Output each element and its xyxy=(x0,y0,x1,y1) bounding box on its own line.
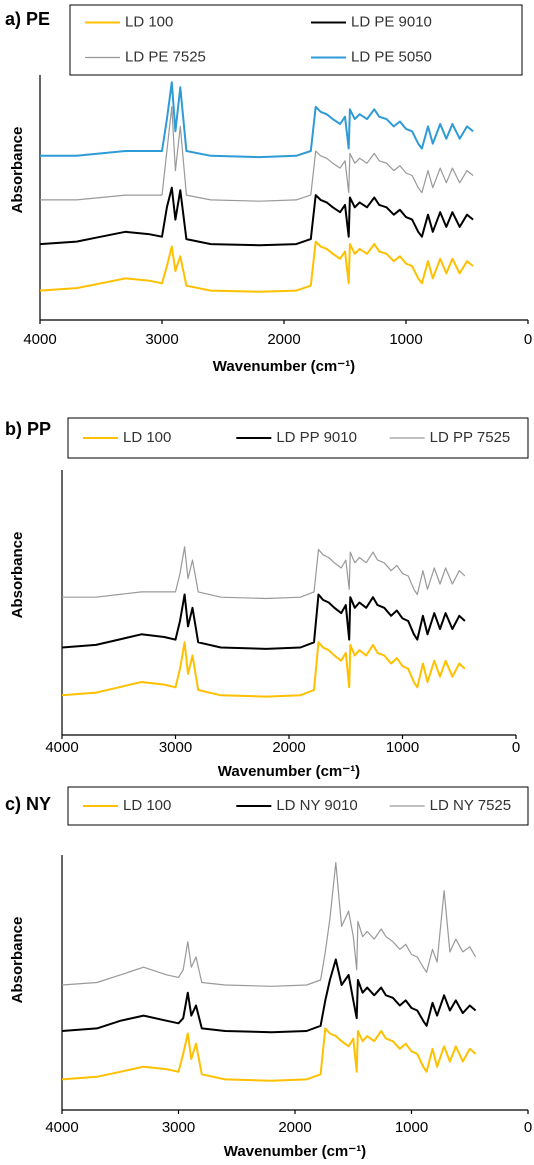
x-axis-title: Wavenumber (cm⁻¹) xyxy=(218,763,360,780)
x-tick-label: 2000 xyxy=(272,739,305,756)
spectrum-line xyxy=(61,958,477,1034)
legend-label: LD 100 xyxy=(123,429,171,446)
x-tick-label: 3000 xyxy=(159,739,192,756)
legend-label: LD PE 7525 xyxy=(125,48,206,65)
legend-label: LD PP 7525 xyxy=(430,429,511,446)
x-tick-label: 1000 xyxy=(386,739,419,756)
spectrum-line xyxy=(40,81,474,159)
y-axis-title: Absorbance xyxy=(9,127,26,214)
legend-label: LD PE 9010 xyxy=(351,13,432,30)
spectrum-line xyxy=(62,546,466,600)
x-tick-label: 4000 xyxy=(45,1119,78,1136)
chart-title: a) PE xyxy=(5,9,50,29)
x-tick-label: 3000 xyxy=(162,1119,195,1136)
spectrum-line xyxy=(61,593,466,650)
x-tick-label: 1000 xyxy=(395,1119,428,1136)
x-tick-label: 1000 xyxy=(389,331,422,348)
x-axis-title: Wavenumber (cm⁻¹) xyxy=(224,1143,366,1160)
x-tick-label: 0 xyxy=(524,1119,532,1136)
x-tick-label: 0 xyxy=(524,331,532,348)
x-axis-title: Wavenumber (cm⁻¹) xyxy=(213,358,355,375)
legend-label: LD NY 9010 xyxy=(276,797,357,814)
spectrum-line xyxy=(40,106,474,202)
chart-title: b) PP xyxy=(5,419,51,439)
legend-box xyxy=(69,4,523,76)
x-tick-label: 4000 xyxy=(23,331,56,348)
spectrum-line xyxy=(39,240,474,293)
legend-label: LD NY 7525 xyxy=(430,797,511,814)
spectrum-line xyxy=(61,1027,477,1082)
legend-label: LD 100 xyxy=(123,797,171,814)
spectrum-line xyxy=(61,862,477,987)
spectrum-line xyxy=(39,186,474,247)
chart-title: c) NY xyxy=(5,794,51,814)
legend-box xyxy=(67,786,529,826)
legend-label: LD PP 9010 xyxy=(276,429,357,446)
x-tick-label: 0 xyxy=(512,739,520,756)
spectrum-line xyxy=(61,641,466,698)
x-tick-label: 4000 xyxy=(45,739,78,756)
x-tick-label: 2000 xyxy=(267,331,300,348)
y-axis-title: Absorbance xyxy=(9,917,26,1004)
legend-box xyxy=(67,417,529,459)
legend-label: LD 100 xyxy=(125,13,173,30)
x-tick-label: 3000 xyxy=(145,331,178,348)
x-tick-label: 2000 xyxy=(278,1119,311,1136)
legend-label: LD PE 5050 xyxy=(351,48,432,65)
y-axis-title: Absorbance xyxy=(9,532,26,619)
